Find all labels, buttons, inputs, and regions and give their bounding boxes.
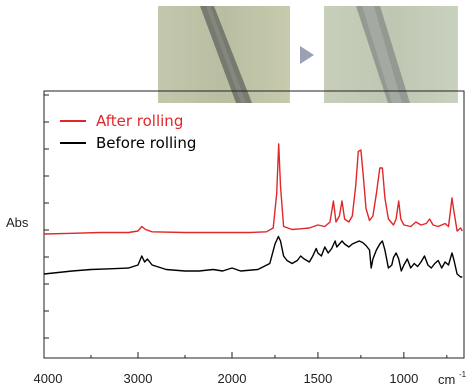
before-rolling-photo	[158, 6, 290, 103]
x-axis-ticks: 4000 3000 2000 1500 1000	[34, 352, 448, 386]
series-layer	[43, 143, 463, 278]
series-line-before-rolling	[43, 235, 463, 278]
x-tick-label: 4000	[34, 371, 63, 386]
y-axis-label: Abs	[6, 215, 29, 230]
legend-label-before: Before rolling	[96, 134, 196, 152]
x-axis-unit-exponent: -1	[459, 370, 467, 379]
x-tick-label: 1500	[303, 371, 332, 386]
arrow-right-icon	[300, 46, 314, 64]
plot-area-frame	[43, 90, 465, 359]
after-rolling-photo	[324, 6, 458, 103]
x-tick-label: 1000	[389, 371, 418, 386]
legend: After rolling Before rolling	[60, 112, 196, 152]
legend-label-after: After rolling	[96, 112, 183, 130]
x-tick-label: 2000	[218, 371, 247, 386]
y-axis-ticks	[44, 94, 49, 339]
x-axis-unit-label: cm	[438, 372, 455, 387]
series-line-after-rolling	[43, 143, 463, 235]
x-tick-label: 3000	[124, 371, 153, 386]
